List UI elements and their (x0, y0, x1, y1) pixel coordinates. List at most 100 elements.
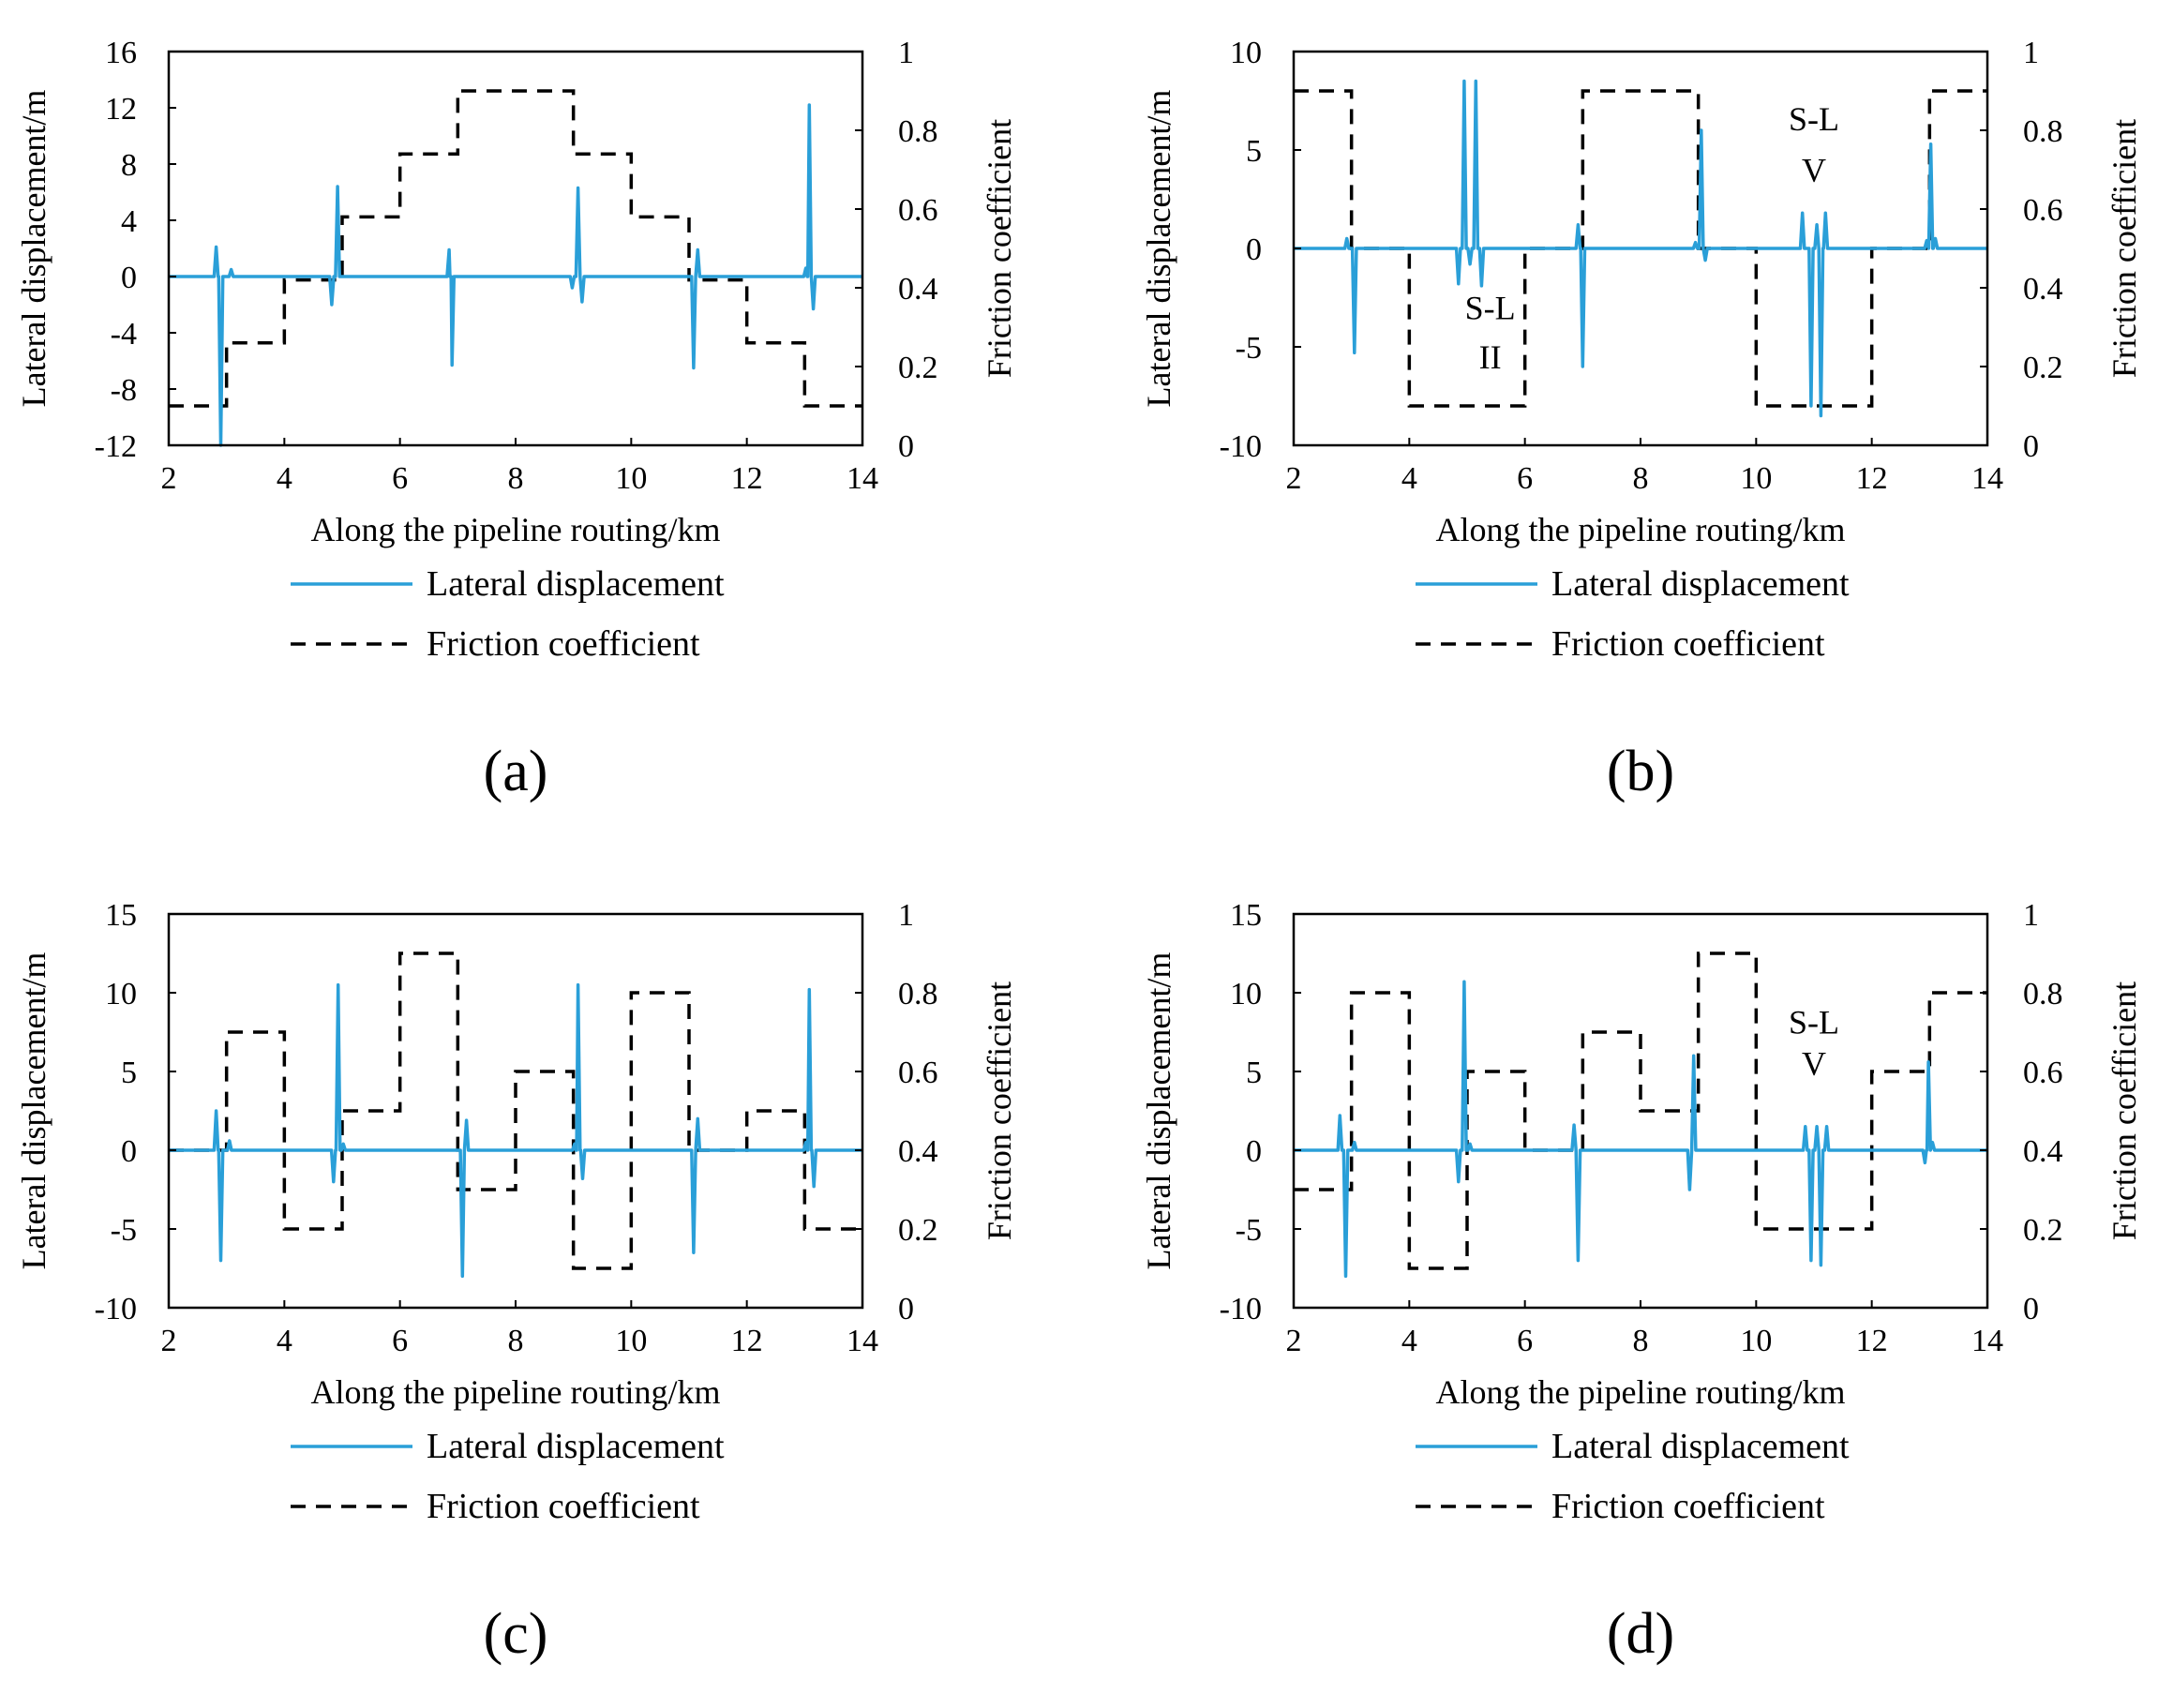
chart-panel-3: 2 4 6 8 10 12 14 -10 -5 0 5 10 15 0 0.2 0.4 0.6 0.8 1 Along… (15, 898, 1018, 1666)
x-tick-label: 2 (1286, 1324, 1302, 1358)
x-tick-label: 6 (392, 1324, 408, 1358)
y2-tick-label: 0.8 (2023, 977, 2063, 1011)
panel-label: (d) (1607, 1602, 1674, 1666)
annotation-label: S-L (1789, 1004, 1839, 1041)
annotation-label: S-L (1465, 290, 1516, 327)
x-tick-label: 4 (277, 1324, 292, 1358)
y2-axis-title: Friction coefficient (981, 981, 1018, 1240)
y2-tick-label: 0 (2023, 429, 2039, 464)
x-tick-label: 12 (1856, 461, 1888, 496)
y2-tick-label: 0.2 (2023, 1213, 2063, 1248)
y-tick-label: 0 (121, 261, 137, 295)
x-axis-title: Along the pipeline routing/km (311, 1373, 721, 1411)
y-tick-label: -5 (1236, 1213, 1262, 1248)
lateral-displacement-line (1294, 980, 1987, 1279)
y2-tick-label: 0.4 (898, 1134, 938, 1169)
x-tick-label: 12 (731, 1324, 763, 1358)
y-tick-label: 5 (121, 1056, 137, 1090)
friction-coefficient-line (169, 951, 862, 1270)
y2-tick-label: 0.6 (2023, 193, 2063, 228)
y2-tick-label: 0.8 (2023, 114, 2063, 149)
chart-panel-2: 2 4 6 8 10 12 14 -10 -5 0 5 10 0 0.2 0.4 0.6 0.8 1 Along t… (1140, 36, 2143, 803)
y2-tick-label: 0.2 (898, 351, 938, 385)
legend-label-friction: Friction coefficient (427, 1487, 700, 1526)
x-tick-label: 10 (615, 1324, 647, 1358)
y-tick-label: -4 (111, 317, 137, 352)
y-tick-label: 10 (1230, 977, 1262, 1011)
x-axis-title: Along the pipeline routing/km (1436, 511, 1846, 548)
y-tick-label: 15 (105, 898, 137, 933)
y-tick-label: 5 (1246, 134, 1262, 169)
y-tick-label: -10 (1220, 1292, 1262, 1326)
lateral-displacement-line (169, 103, 862, 447)
y-tick-label: 15 (1230, 898, 1262, 933)
y2-tick-label: 1 (898, 36, 914, 70)
x-tick-label: 8 (508, 1324, 524, 1358)
x-tick-label: 4 (1401, 461, 1417, 496)
x-tick-label: 14 (1971, 461, 2003, 496)
x-tick-label: 4 (277, 461, 292, 496)
legend-label-friction: Friction coefficient (1551, 624, 1825, 664)
y-tick-label: 4 (121, 204, 137, 239)
y2-tick-label: 0.2 (2023, 351, 2063, 385)
x-tick-label: 10 (1740, 461, 1772, 496)
x-tick-label: 6 (1517, 461, 1533, 496)
y2-tick-label: 0.2 (898, 1213, 938, 1248)
y2-tick-label: 0.4 (2023, 1134, 2063, 1169)
y-tick-label: 8 (121, 148, 137, 183)
panel-label: (b) (1607, 740, 1674, 803)
x-tick-label: 8 (1633, 461, 1649, 496)
chart-panel-4: 2 4 6 8 10 12 14 -10 -5 0 5 10 15 0 0.2 0.4 0.6 0.8 1 Along… (1140, 898, 2143, 1666)
y-tick-label: -5 (111, 1213, 137, 1248)
y-tick-label: 16 (105, 36, 137, 70)
plot-frame (167, 50, 864, 447)
y-axis-title: Lateral displacement/m (1140, 90, 1177, 408)
legend-label-lateral: Lateral displacement (1551, 1427, 1850, 1466)
panel-label: (a) (484, 740, 548, 803)
legend-label-friction: Friction coefficient (1551, 1487, 1825, 1526)
y2-tick-label: 1 (2023, 36, 2039, 70)
y-tick-label: -10 (95, 1292, 137, 1326)
annotation-label: S-L (1789, 100, 1839, 138)
y2-tick-label: 0.8 (898, 977, 938, 1011)
y2-tick-label: 1 (898, 898, 914, 933)
lateral-displacement-line (1294, 79, 1987, 418)
y2-axis-title: Friction coefficient (981, 119, 1018, 378)
x-tick-label: 8 (1633, 1324, 1649, 1358)
x-tick-label: 14 (1971, 1324, 2003, 1358)
y-tick-label: 5 (1246, 1056, 1262, 1090)
legend-label-friction: Friction coefficient (427, 624, 700, 664)
x-tick-label: 6 (1517, 1324, 1533, 1358)
y-axis-title: Lateral displacement/m (15, 952, 52, 1270)
legend-label-lateral: Lateral displacement (1551, 564, 1850, 604)
y-tick-label: -5 (1236, 331, 1262, 366)
y2-tick-label: 0 (898, 429, 914, 464)
friction-coefficient-line (1294, 951, 1987, 1270)
x-tick-label: 2 (161, 1324, 177, 1358)
y2-tick-label: 0.4 (898, 272, 938, 307)
y-axis-title: Lateral displacement/m (15, 90, 52, 408)
x-tick-label: 8 (508, 461, 524, 496)
annotation-label: V (1802, 1044, 1826, 1082)
y2-axis-title: Friction coefficient (2106, 119, 2143, 378)
y2-tick-label: 0.8 (898, 114, 938, 149)
annotation-label: V (1802, 152, 1826, 189)
x-tick-label: 2 (161, 461, 177, 496)
annotation-label: II (1479, 338, 1502, 376)
y-tick-label: -10 (1220, 429, 1262, 464)
x-tick-label: 10 (615, 461, 647, 496)
lateral-displacement-line (169, 982, 862, 1279)
y-tick-label: -12 (95, 429, 137, 464)
y2-axis-title: Friction coefficient (2106, 981, 2143, 1240)
x-tick-label: 12 (1856, 1324, 1888, 1358)
legend-label-lateral: Lateral displacement (427, 564, 725, 604)
y-tick-label: 0 (1246, 232, 1262, 267)
y-tick-label: -8 (111, 373, 137, 408)
y2-tick-label: 0.6 (2023, 1056, 2063, 1090)
y-tick-label: 10 (105, 977, 137, 1011)
y-axis-title: Lateral displacement/m (1140, 952, 1177, 1270)
chart-panel-1: 2 4 6 8 10 12 14 -12 -8 -4 0 4 8 12 16 0 0.2 0.4 0.6 0.8 1 Al… (15, 36, 1018, 803)
x-tick-label: 6 (392, 461, 408, 496)
panel-label: (c) (484, 1602, 548, 1666)
